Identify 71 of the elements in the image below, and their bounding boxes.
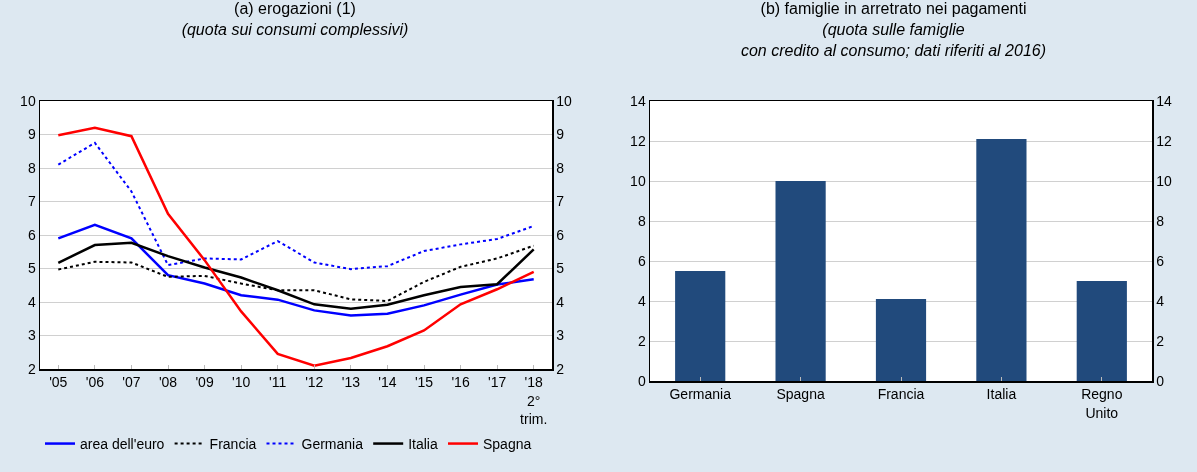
bar bbox=[675, 271, 726, 381]
y-tick-label: 10 bbox=[20, 92, 36, 109]
y-tick-label: 2 bbox=[637, 332, 646, 349]
x-tick-label: '15 bbox=[414, 374, 434, 391]
bar bbox=[875, 299, 927, 381]
x-tick-label: '05 bbox=[49, 374, 68, 391]
line-series bbox=[57, 223, 535, 317]
y2-tick-label: 6 bbox=[556, 226, 565, 243]
legend-label: Spagna bbox=[482, 436, 532, 453]
x-tick-label: Germania bbox=[669, 386, 732, 403]
legend-label: Germania bbox=[301, 436, 364, 453]
y2-tick-label: 4 bbox=[556, 293, 565, 310]
y-tick-label: 5 bbox=[27, 260, 36, 277]
y2-tick-label: 4 bbox=[1156, 292, 1165, 309]
y2-tick-label: 0 bbox=[1156, 372, 1165, 389]
y-tick-label: 14 bbox=[630, 92, 646, 109]
x-tick-label: Francia bbox=[877, 386, 925, 403]
legend-label: area dell'euro bbox=[80, 436, 165, 453]
x-tick-label: '10 bbox=[232, 374, 251, 391]
x-tick-label: '18 2° trim. bbox=[520, 374, 548, 427]
x-tick-label: '06 bbox=[85, 374, 105, 391]
line-series bbox=[57, 241, 535, 310]
y2-tick-label: 3 bbox=[556, 327, 565, 344]
y2-tick-label: 8 bbox=[556, 159, 565, 176]
line-series bbox=[57, 141, 535, 271]
bar bbox=[976, 139, 1027, 381]
chart-subtitle: (quota sulle famiglie con credito al consumo; dati riferiti al 2016) bbox=[740, 20, 1047, 59]
legend-label: Francia bbox=[209, 436, 257, 453]
y-tick-label: 0 bbox=[637, 372, 646, 389]
y-tick-label: 2 bbox=[27, 360, 36, 377]
x-tick-label: '12 bbox=[305, 374, 324, 391]
x-tick-label: '13 bbox=[341, 374, 361, 391]
y-tick-label: 9 bbox=[27, 126, 36, 143]
chart-title: (a) erogazioni (1) bbox=[234, 0, 356, 18]
y2-tick-label: 8 bbox=[1156, 212, 1165, 229]
chart-title: (b) famiglie in arretrato nei pagamenti bbox=[760, 0, 1027, 18]
y2-tick-label: 7 bbox=[556, 193, 565, 210]
y2-tick-label: 6 bbox=[1156, 252, 1165, 269]
y-tick-label: 8 bbox=[637, 212, 646, 229]
y2-tick-label: 2 bbox=[556, 360, 565, 377]
x-tick-label: '09 bbox=[195, 374, 214, 391]
x-tick-label: Italia bbox=[986, 386, 1017, 403]
line-series bbox=[57, 126, 535, 367]
y-tick-label: 7 bbox=[27, 193, 36, 210]
y2-tick-label: 10 bbox=[556, 92, 573, 109]
x-tick-label: '07 bbox=[122, 374, 141, 391]
y2-tick-label: 14 bbox=[1156, 92, 1173, 109]
y-tick-label: 10 bbox=[630, 172, 646, 189]
x-tick-label: '14 bbox=[378, 374, 397, 391]
y-tick-label: 6 bbox=[637, 252, 646, 269]
x-tick-label: Regno Unito bbox=[1081, 386, 1123, 421]
x-tick-label: '16 bbox=[451, 374, 470, 391]
x-tick-label: '08 bbox=[158, 374, 178, 391]
y-tick-label: 6 bbox=[27, 226, 36, 243]
legend-label: Italia bbox=[408, 436, 438, 453]
y-tick-label: 4 bbox=[27, 293, 36, 310]
y2-tick-label: 12 bbox=[1156, 132, 1173, 149]
x-tick-label: Spagna bbox=[776, 386, 825, 403]
y-tick-label: 12 bbox=[630, 132, 646, 149]
y-tick-label: 8 bbox=[27, 159, 36, 176]
y2-tick-label: 5 bbox=[556, 260, 565, 277]
chart-subtitle: (quota sui consumi complessivi) bbox=[181, 20, 409, 38]
bar bbox=[1076, 281, 1127, 381]
x-tick-label: '17 bbox=[488, 374, 507, 391]
y-tick-label: 4 bbox=[637, 292, 646, 309]
bar bbox=[775, 181, 826, 381]
x-tick-label: '11 bbox=[269, 374, 287, 391]
y2-tick-label: 10 bbox=[1156, 172, 1173, 189]
y2-tick-label: 2 bbox=[1156, 332, 1165, 349]
y2-tick-label: 9 bbox=[556, 126, 565, 143]
y-tick-label: 3 bbox=[27, 327, 36, 344]
